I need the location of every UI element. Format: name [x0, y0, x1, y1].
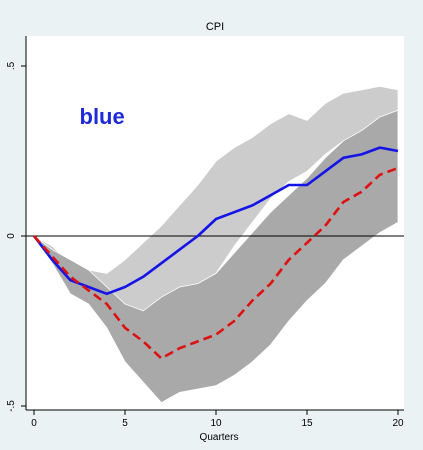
- series-line-2: [33, 166, 399, 360]
- y-tick-label: .5: [6, 61, 17, 70]
- x-tick-label: 15: [301, 418, 313, 429]
- series-line-1: [32, 146, 399, 296]
- y-tick-label: -.5: [6, 400, 17, 412]
- chart-title: CPI: [206, 21, 224, 33]
- y-tick-label: 0: [6, 233, 17, 239]
- x-tick-label: 10: [210, 418, 222, 429]
- x-tick-label: 5: [122, 418, 128, 429]
- bands-layer: [33, 85, 399, 404]
- confidence-band-2: [33, 109, 399, 404]
- annotation-label: blue: [80, 104, 125, 129]
- top-strip: [0, 0, 423, 10]
- x-axis-label: Quarters: [200, 432, 239, 443]
- x-tick-label: 20: [392, 418, 404, 429]
- x-tick-label: 0: [31, 418, 37, 429]
- axes-layer: [25, 36, 404, 411]
- ticks-layer: 0 5 10 15 20 -.5 0 .5: [6, 61, 404, 429]
- series-layer: [32, 146, 399, 360]
